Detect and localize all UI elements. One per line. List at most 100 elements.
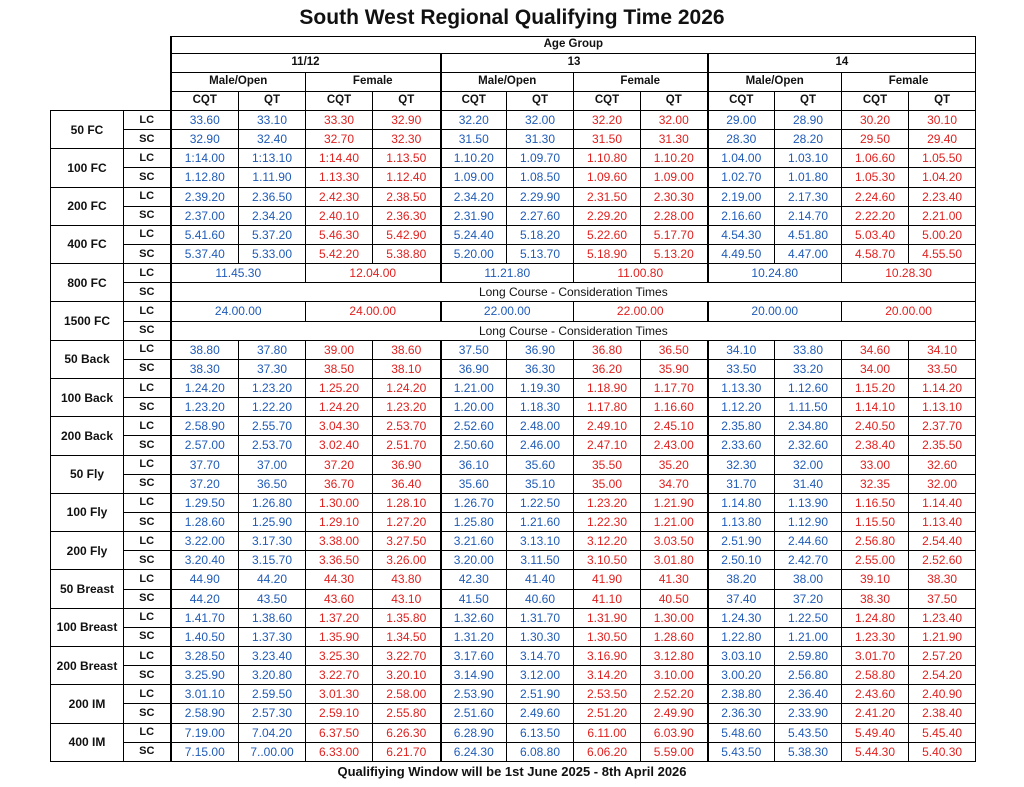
standard-label: QT [640,91,708,111]
event-row: SC 1.23.20 1.22.20 1.24.20 1.23.20 1.20.00 1.1… [51,397,977,418]
event-row: 100 Breast LC 1.41.70 1.38.60 1.37.20 1.35.80… [50,607,977,647]
time-cell: 5.03.40 [841,224,909,245]
time-cell: 41.90 [573,569,641,590]
time-cell: 28.20 [774,129,842,150]
time-cell: 2.51.90 [506,684,574,705]
event-row: 50 FC LC 33.60 33.10 33.30 32.90 32.20 32.00 32.… [50,109,977,150]
time-cell: 2.55.70 [238,416,306,437]
time-cell: 29.50 [841,129,909,150]
event-name: 50 Breast [50,569,124,609]
course: SC [123,282,171,303]
course: SC [123,205,171,226]
time-cell: 1.41.70 [169,607,239,628]
time-cell: 3.02.40 [305,435,373,456]
time-cell: 40.50 [640,588,708,609]
time-cell: 4.47.00 [774,243,842,265]
time-cell: 5.45.40 [907,722,977,743]
note: Long Course - Consideration Times [169,282,977,303]
time-cell: 37.30 [238,358,306,379]
event-name: 1500 FC [50,301,124,341]
time-cell: 1.18.30 [506,397,574,418]
time-cell: 2.38.40 [907,703,977,724]
time-cell: 32.00 [506,109,574,131]
time-cell: 2.34.80 [774,416,842,437]
time-cell: 5.44.30 [841,741,909,762]
time-cell: 3.10.50 [573,550,641,571]
time-cell: 2.33.60 [706,435,775,456]
course: SC [123,511,171,533]
time-cell: 1.23.30 [841,626,909,647]
time-cell: 1.15.50 [841,511,909,533]
time-cell: 37.70 [169,454,239,475]
time-cell: 24.00.00 [169,301,306,322]
time-cell: 1.18.90 [573,377,641,399]
time-cell: 2.33.90 [774,703,842,724]
time-cell: 1.22.50 [506,492,574,513]
time-cell: 43.60 [305,588,373,609]
time-cell: 1.23.20 [169,397,239,418]
time-cell: 35.50 [573,454,641,475]
time-cell: 43.80 [372,569,441,590]
time-cell: 2.40.90 [907,684,977,705]
time-cell: 38.80 [169,339,239,360]
event-row: SC 38.30 37.30 38.50 38.10 36.90 36.30 36.20 35.… [51,358,977,379]
course: LC [123,492,171,513]
event-row: SC 37.20 36.50 36.70 36.40 35.60 35.10 35.00 34.… [51,473,977,494]
time-cell: 3.28.50 [169,645,239,667]
time-cell: 32.20 [439,109,507,131]
event-row: 200 FC LC 2.39.20 2.36.50 2.42.30 2.38.50 2.34… [50,186,977,226]
time-cell: 11.45.30 [169,263,306,284]
time-cell: 24.00.00 [305,301,441,322]
time-cell: 33.00 [841,454,909,475]
time-cell: 2.40.10 [305,205,373,226]
time-cell: 1.13.40 [907,511,977,533]
time-cell: 3.01.70 [841,645,909,667]
standard-label: CQT [706,91,775,111]
course: SC [123,129,171,150]
course: LC [123,569,171,590]
time-cell: 32.60 [907,454,977,475]
time-cell: 36.20 [573,358,641,379]
time-cell: 1.29.10 [305,511,373,533]
standard-label: QT [506,91,574,111]
age-label: 14 [706,53,977,73]
standard-label: QT [907,91,977,111]
time-cell: 2.44.60 [774,531,842,552]
course: LC [123,531,171,552]
time-cell: 2.56.80 [841,531,909,552]
time-cell: 41.50 [439,588,507,609]
time-cell: 34.60 [841,339,909,360]
time-cell: 1.13.30 [305,167,373,188]
time-cell: 32.35 [841,473,909,494]
time-cell: 3.13.10 [506,531,574,552]
time-cell: 31.70 [706,473,775,494]
gender-label: Male/Open [706,72,842,92]
time-cell: 2.53.70 [372,416,441,437]
header-row: Age Group [51,36,977,54]
time-cell: 5.46.30 [305,224,373,245]
time-cell: 2.35.50 [907,435,977,456]
time-cell: 2.46.00 [506,435,574,456]
time-cell: 2.53.90 [439,684,507,705]
time-cell: 10.28.30 [840,263,977,284]
time-cell: 33.80 [774,339,842,360]
time-cell: 3.12.20 [573,531,641,552]
time-cell: 3.12.00 [506,665,574,686]
time-cell: 1.23.20 [573,492,641,513]
time-cell: 3.01.10 [169,684,239,705]
time-cell: 1.30.50 [573,626,641,647]
time-cell: 1.21.90 [640,492,708,513]
time-cell: 6.37.50 [305,722,373,743]
standard-label: QT [774,91,842,111]
time-cell: 1.04.00 [706,148,775,169]
time-cell: 1.23.40 [907,607,977,628]
time-cell: 33.20 [774,358,842,379]
time-cell: 34.10 [907,339,977,360]
time-cell: 38.60 [372,339,441,360]
time-cell: 5.42.20 [305,243,373,265]
time-cell: 1.22.30 [573,511,641,533]
time-cell: 1.21.00 [439,377,507,399]
blank [51,54,171,73]
time-cell: 37.50 [907,588,977,609]
time-cell: 3.03.50 [640,531,708,552]
